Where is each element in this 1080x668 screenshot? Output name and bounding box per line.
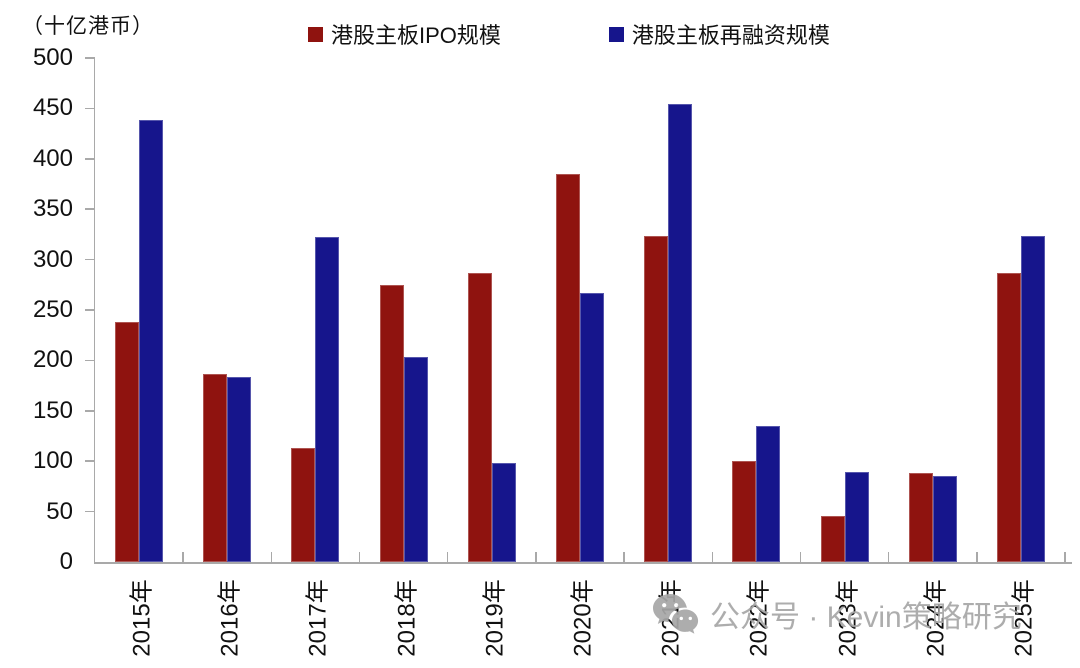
y-tick-label: 150 xyxy=(32,396,73,424)
x-tick xyxy=(976,552,978,562)
y-axis-unit-label: （十亿港币） xyxy=(22,15,154,38)
bar-refinancing xyxy=(315,237,340,562)
watermark: 公众号 · Kevin策略研究 xyxy=(652,592,1022,636)
legend: 港股主板IPO规模 港股主板再融资规模 xyxy=(308,18,830,50)
bar-ipo xyxy=(467,272,492,562)
legend-item-refinancing: 港股主板再融资规模 xyxy=(608,18,830,50)
bar-refinancing xyxy=(932,476,957,562)
x-tick xyxy=(182,552,184,562)
x-tick xyxy=(623,552,625,562)
x-tick xyxy=(799,552,802,562)
y-tick xyxy=(85,208,95,210)
y-tick-label: 500 xyxy=(32,44,73,71)
bar-ipo xyxy=(908,473,933,562)
legend-swatch-ipo xyxy=(308,26,323,42)
bar-refinancing xyxy=(491,463,516,562)
bar-ipo xyxy=(644,236,669,562)
x-tick xyxy=(1064,552,1066,562)
legend-label-ipo: 港股主板IPO规模 xyxy=(331,23,501,48)
bar-ipo xyxy=(379,284,404,562)
x-axis-line xyxy=(93,562,1072,564)
y-tick-label: 0 xyxy=(59,548,73,575)
bar-ipo xyxy=(115,322,140,562)
y-tick xyxy=(85,158,95,160)
bar-ipo xyxy=(820,515,845,562)
bar-refinancing xyxy=(844,472,869,562)
x-tick-label: 2019年 xyxy=(481,579,509,657)
bar-ipo xyxy=(291,448,316,562)
y-tick xyxy=(85,510,95,513)
y-tick-label: 250 xyxy=(32,296,73,323)
y-tick-label: 450 xyxy=(32,94,73,122)
legend-item-ipo: 港股主板IPO规模 xyxy=(308,18,501,50)
bar-refinancing xyxy=(668,104,693,562)
bar-ipo xyxy=(996,272,1021,562)
y-tick-label: 100 xyxy=(32,447,73,475)
x-tick xyxy=(887,552,890,562)
y-tick xyxy=(85,258,95,261)
y-tick-label: 200 xyxy=(32,346,73,374)
y-tick-label: 50 xyxy=(46,497,73,525)
x-tick-label: 2016年 xyxy=(216,579,244,657)
bar-refinancing xyxy=(227,376,252,562)
y-tick xyxy=(85,410,95,412)
x-tick-label: 2015年 xyxy=(128,579,156,657)
bar-refinancing xyxy=(580,292,604,562)
y-tick xyxy=(85,309,95,311)
bar-ipo xyxy=(203,373,228,562)
y-tick-label: 400 xyxy=(32,144,73,172)
bar-refinancing xyxy=(1020,236,1045,562)
x-tick xyxy=(270,552,273,562)
x-tick-label: 2017年 xyxy=(304,579,332,657)
wechat-icon xyxy=(653,594,699,634)
y-tick-label: 350 xyxy=(32,195,73,223)
watermark-text: 公众号 · Kevin策略研究 xyxy=(710,601,1022,634)
legend-swatch-refinancing xyxy=(608,26,624,42)
x-tick xyxy=(358,552,361,562)
y-tick xyxy=(85,359,95,362)
x-tick xyxy=(711,552,714,562)
x-tick xyxy=(535,552,537,562)
bar-refinancing xyxy=(756,425,781,562)
bar-refinancing xyxy=(403,357,428,562)
x-tick xyxy=(446,552,449,562)
x-tick-label: 2020年 xyxy=(569,579,597,657)
bar-ipo xyxy=(556,173,580,562)
y-tick xyxy=(85,460,95,462)
x-tick-label: 2018年 xyxy=(393,579,421,657)
y-tick-label: 300 xyxy=(32,245,73,273)
y-tick xyxy=(85,107,95,110)
legend-label-refinancing: 港股主板再融资规模 xyxy=(631,23,830,48)
bar-refinancing xyxy=(139,120,164,562)
y-tick xyxy=(85,57,95,59)
bar-ipo xyxy=(732,461,757,562)
